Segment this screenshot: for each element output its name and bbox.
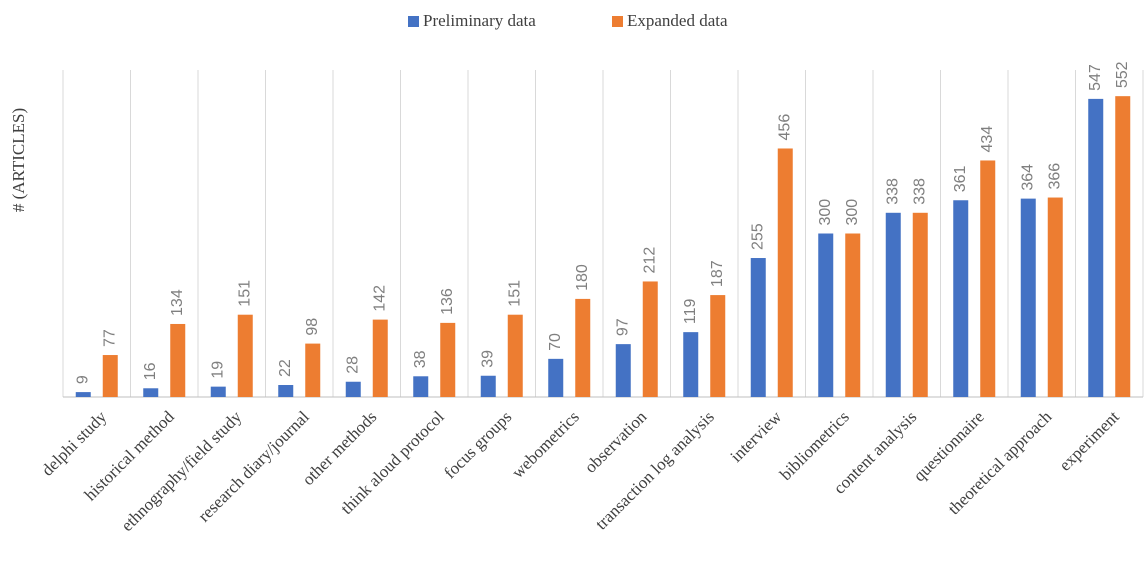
data-label: 136 (439, 288, 456, 315)
bar (980, 160, 996, 397)
data-label: 187 (709, 260, 726, 287)
data-label: 366 (1046, 163, 1063, 190)
bar (575, 298, 591, 397)
legend-swatch (612, 16, 623, 27)
data-label: 338 (911, 178, 928, 205)
bar (75, 392, 91, 397)
data-label: 338 (884, 178, 901, 205)
bar (818, 233, 834, 397)
data-label: 70 (547, 333, 564, 351)
bar (1088, 98, 1104, 397)
x-tick-label: ethnography/field study (117, 407, 245, 535)
bar (710, 295, 726, 397)
bar (750, 258, 766, 397)
bar (615, 344, 631, 397)
data-label: 134 (169, 289, 186, 316)
data-label: 22 (277, 359, 294, 377)
data-label: 39 (479, 350, 496, 368)
bar (372, 319, 388, 397)
x-tick-label: research diary/journal (194, 407, 313, 526)
bar (1115, 96, 1131, 397)
data-label: 38 (412, 350, 429, 368)
legend-label: Preliminary data (423, 11, 536, 30)
bar (210, 386, 226, 397)
bar (440, 322, 456, 397)
data-label: 212 (641, 247, 658, 274)
bar (642, 281, 658, 397)
x-tick-label: observation (581, 407, 651, 477)
data-label: 180 (574, 264, 591, 291)
bar (1020, 198, 1036, 397)
bar (170, 323, 186, 397)
data-label: 97 (614, 318, 631, 336)
bar (845, 233, 861, 397)
bar (237, 314, 253, 397)
data-label: 19 (209, 361, 226, 379)
x-tick-label: transaction log analysis (592, 407, 718, 533)
bar (777, 148, 793, 397)
data-label: 142 (371, 285, 388, 312)
data-label: 300 (817, 199, 834, 226)
legend-swatch (408, 16, 419, 27)
data-label: 16 (142, 362, 159, 380)
data-label: 28 (344, 356, 361, 374)
data-label: 9 (74, 375, 91, 384)
bar (345, 381, 361, 397)
data-label: 98 (304, 318, 321, 336)
bar (885, 212, 901, 397)
x-tick-label: interview (727, 407, 786, 466)
bar (102, 355, 118, 397)
data-label: 456 (776, 114, 793, 141)
x-tick-label: delphi study (38, 407, 111, 480)
data-label: 364 (1019, 164, 1036, 191)
bar (953, 200, 969, 397)
bar (143, 388, 159, 397)
data-label: 77 (101, 329, 118, 347)
y-axis-label: # (ARTICLES) (9, 108, 28, 212)
bar (305, 343, 321, 397)
bar (278, 385, 294, 397)
data-label: 300 (844, 199, 861, 226)
legend-label: Expanded data (627, 11, 728, 30)
bar (548, 358, 564, 397)
bar (507, 314, 523, 397)
data-label: 151 (236, 280, 253, 307)
data-label: 552 (1114, 61, 1131, 88)
data-label: 119 (682, 299, 699, 325)
x-tick-label: focus groups (440, 407, 515, 482)
bar (1047, 197, 1063, 397)
bar (912, 212, 928, 397)
bar (683, 332, 699, 397)
data-label: 361 (952, 165, 969, 192)
x-tick-label: webometrics (508, 407, 583, 482)
data-label: 151 (506, 280, 523, 307)
data-label: 434 (979, 126, 996, 153)
data-label: 255 (749, 223, 766, 250)
bar (480, 375, 496, 397)
bar (413, 376, 429, 397)
data-label: 547 (1087, 64, 1104, 91)
x-tick-label: experiment (1055, 407, 1123, 475)
